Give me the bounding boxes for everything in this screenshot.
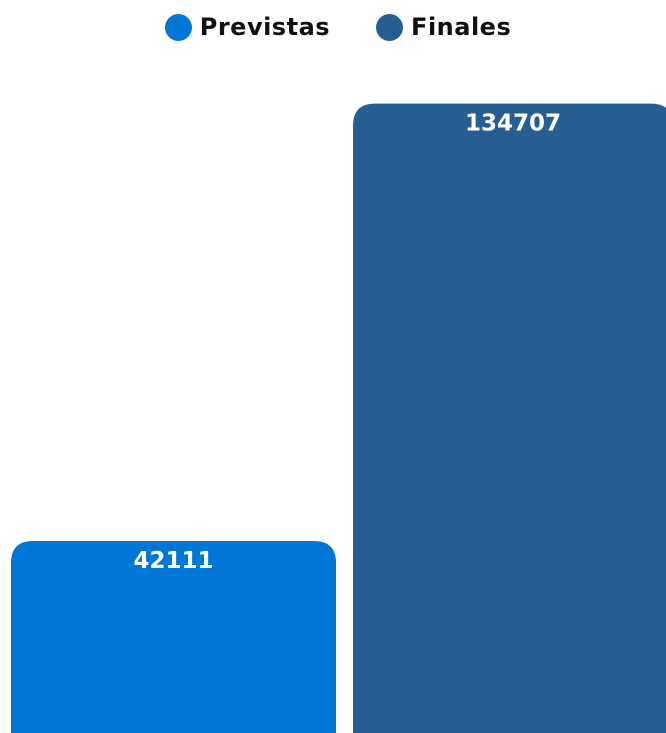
data-label-previstas: 42111 [133,548,213,574]
bar-previstas[interactable] [11,541,336,733]
chart-legend: Previstas Finales [0,10,666,44]
legend-swatch-previstas [164,13,192,41]
legend-label-previstas: Previstas [199,13,331,41]
legend-item-previstas[interactable]: Previstas [164,13,331,41]
legend-swatch-finales [376,13,404,41]
legend-label-finales: Finales [411,13,512,41]
data-label-finales: 134707 [465,111,561,137]
legend-item-finales[interactable]: Finales [376,13,511,41]
bar-finales[interactable] [353,103,666,733]
